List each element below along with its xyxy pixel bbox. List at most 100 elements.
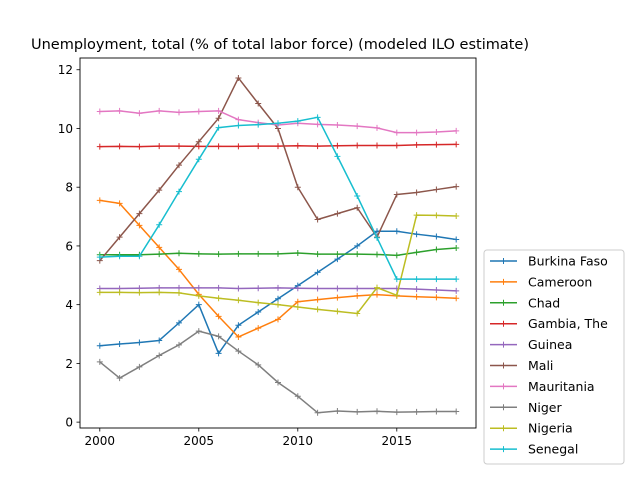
data-point — [176, 162, 182, 169]
data-point — [156, 107, 163, 114]
data-point — [156, 251, 163, 258]
data-point — [176, 289, 182, 296]
legend-label: Mali — [528, 358, 553, 373]
data-point — [433, 286, 440, 293]
data-point — [354, 123, 361, 130]
data-point — [334, 142, 341, 149]
data-point — [156, 337, 163, 344]
data-point — [334, 308, 341, 315]
legend-label: Nigeria — [528, 421, 573, 436]
x-tick-label: 2015 — [382, 434, 413, 448]
legend-label: Mauritania — [528, 379, 595, 394]
data-point — [334, 285, 341, 292]
y-tick-label: 10 — [58, 122, 73, 136]
data-point — [413, 141, 420, 148]
data-point — [334, 251, 341, 258]
data-point — [215, 313, 222, 320]
data-point — [96, 358, 103, 365]
data-point — [176, 266, 182, 273]
data-point — [176, 109, 182, 116]
data-point — [314, 269, 321, 276]
data-point — [314, 409, 321, 416]
data-point — [116, 341, 123, 348]
data-point — [314, 143, 321, 150]
data-point — [374, 408, 380, 415]
legend-marker — [500, 258, 507, 264]
legend-label: Gambia, The — [528, 316, 608, 331]
legend-item: Gambia, The — [490, 316, 608, 331]
legend-item: Chad — [490, 295, 560, 310]
data-point — [314, 121, 321, 128]
data-point — [354, 204, 361, 211]
data-point — [453, 127, 460, 134]
data-point — [195, 108, 202, 115]
legend-box — [483, 249, 625, 465]
data-point — [156, 221, 163, 228]
data-point — [215, 143, 222, 150]
data-point — [433, 141, 440, 148]
data-point — [374, 124, 380, 131]
y-axis: 0 2 4 6 8 10 12 — [58, 63, 80, 430]
data-point — [195, 284, 202, 291]
chart-title: Unemployment, total (% of total labor fo… — [31, 37, 529, 53]
data-point — [453, 295, 460, 302]
data-point — [116, 143, 123, 150]
legend-label: Burkina Faso — [528, 254, 608, 269]
data-point — [453, 276, 460, 283]
data-point — [235, 116, 242, 123]
data-point — [215, 124, 222, 131]
data-point — [215, 284, 222, 291]
data-point — [334, 153, 341, 160]
data-point — [235, 333, 242, 340]
data-point — [314, 251, 321, 258]
data-point — [453, 408, 460, 415]
data-point — [393, 276, 400, 283]
data-point — [374, 291, 380, 298]
data-point — [334, 121, 341, 128]
data-point — [235, 322, 242, 329]
data-point — [374, 234, 380, 241]
data-point — [156, 244, 163, 251]
data-point — [215, 115, 222, 122]
series-senegal — [96, 114, 460, 283]
data-point — [413, 129, 420, 136]
legend-label: Niger — [528, 400, 562, 415]
legend-label: Cameroon — [528, 274, 592, 289]
data-point — [413, 286, 420, 293]
data-point — [116, 253, 123, 260]
data-point — [255, 250, 262, 257]
data-point — [116, 200, 123, 207]
data-point — [275, 316, 281, 323]
data-point — [235, 250, 242, 257]
data-point — [215, 333, 222, 340]
legend-marker — [500, 404, 507, 411]
data-point — [156, 352, 163, 359]
data-point — [195, 292, 202, 299]
data-point — [354, 408, 361, 415]
data-point — [176, 188, 182, 195]
data-point — [354, 285, 361, 292]
data-point — [275, 295, 281, 302]
data-point — [195, 156, 202, 163]
data-point — [176, 319, 182, 326]
data-point — [393, 228, 400, 235]
data-point — [413, 189, 420, 196]
data-point — [294, 249, 301, 256]
legend-marker — [500, 425, 507, 432]
y-tick-label: 12 — [58, 63, 73, 77]
data-point — [433, 233, 440, 240]
data-point — [275, 379, 281, 386]
data-point — [433, 186, 440, 193]
data-point — [354, 292, 361, 299]
legend-item: Mauritania — [490, 379, 595, 394]
legend-marker — [500, 320, 507, 327]
series-chad — [96, 244, 460, 259]
data-point — [255, 143, 262, 150]
data-point — [235, 143, 242, 150]
data-point — [413, 408, 420, 415]
legend: Burkina Faso Cameroon Chad Gambia, The Guine… — [483, 249, 625, 465]
data-point — [255, 325, 262, 332]
data-point — [255, 361, 262, 368]
data-point — [275, 250, 281, 257]
x-tick-label: 2010 — [283, 434, 314, 448]
